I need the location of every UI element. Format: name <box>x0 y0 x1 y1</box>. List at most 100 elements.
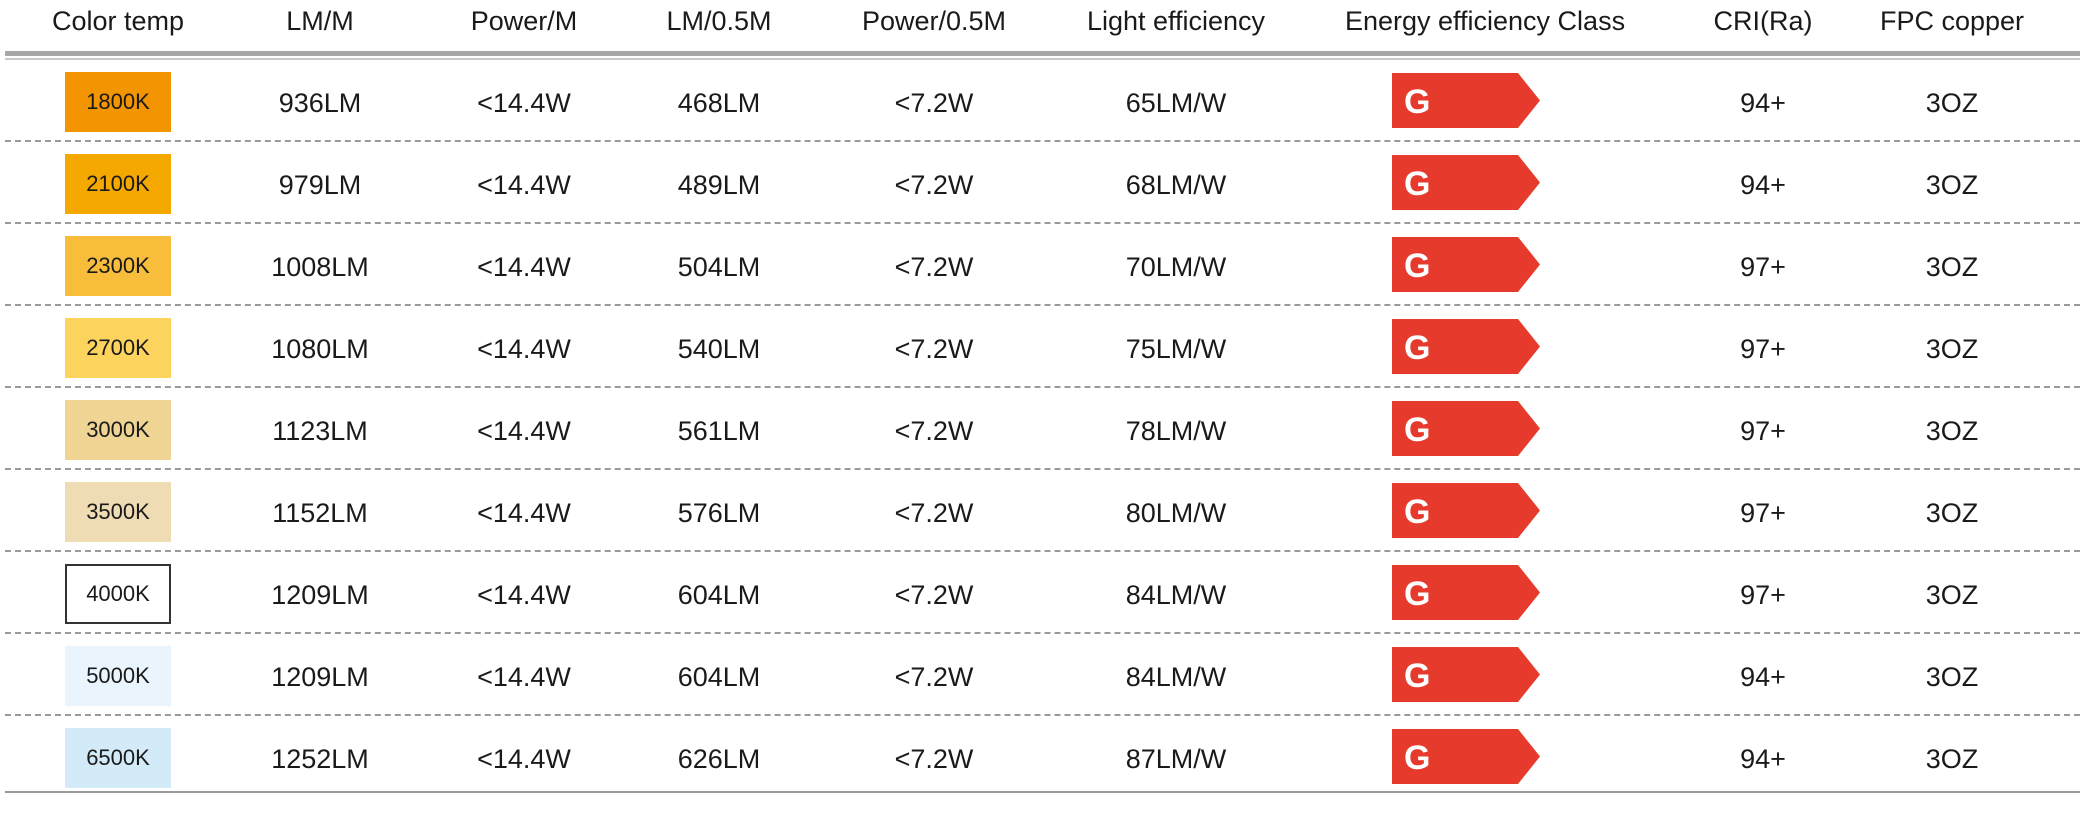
header-lm-per-m: LM/M <box>286 6 354 36</box>
energy-class-badge: G <box>1392 729 1540 784</box>
power-per-m-cell: <14.4W <box>477 744 571 774</box>
energy-class-badge: G <box>1392 565 1540 620</box>
energy-class-letter: G <box>1404 83 1431 121</box>
color-temp-swatch: 1800K <box>65 72 171 132</box>
header-fpc-copper: FPC copper <box>1879 6 2025 36</box>
color-temp-swatch: 3000K <box>65 400 171 460</box>
header-rule <box>5 51 2080 56</box>
energy-class-badge: G <box>1392 647 1540 702</box>
color-temp-swatch: 6500K <box>65 728 171 788</box>
light-efficiency-cell: 70LM/W <box>1125 252 1227 282</box>
cri-cell: 97+ <box>1740 498 1786 528</box>
energy-arrow-icon <box>1392 565 1540 620</box>
power-per-m-cell: <14.4W <box>477 498 571 528</box>
energy-class-letter: G <box>1404 411 1431 449</box>
energy-class-badge: G <box>1392 73 1540 128</box>
power-per-half-m-cell: <7.2W <box>894 416 974 446</box>
lm-per-half-m-cell: 604LM <box>677 580 761 610</box>
cri-cell: 97+ <box>1740 334 1786 364</box>
lm-per-m-cell: 1008LM <box>271 252 369 282</box>
light-efficiency-cell: 84LM/W <box>1125 662 1227 692</box>
light-efficiency-cell: 87LM/W <box>1125 744 1227 774</box>
header-color-temp: Color temp <box>51 6 185 36</box>
cri-cell: 97+ <box>1740 416 1786 446</box>
power-per-half-m-cell: <7.2W <box>894 662 974 692</box>
lm-per-m-cell: 1152LM <box>272 498 368 528</box>
power-per-half-m-cell: <7.2W <box>894 252 974 282</box>
table-row: 6500K 1252LM <14.4W 626LM <7.2W 87LM/W 94+ 3OZ G <box>0 716 2080 798</box>
lm-per-half-m-cell: 604LM <box>677 662 761 692</box>
lm-per-m-cell: 1209LM <box>271 662 369 692</box>
energy-arrow-icon <box>1392 237 1540 292</box>
energy-class-badge: G <box>1392 155 1540 210</box>
lm-per-half-m-cell: 504LM <box>677 252 761 282</box>
cri-cell: 94+ <box>1740 744 1786 774</box>
power-per-half-m-cell: <7.2W <box>894 88 974 118</box>
light-efficiency-cell: 65LM/W <box>1125 88 1227 118</box>
energy-arrow-icon <box>1392 729 1540 784</box>
energy-class-badge: G <box>1392 319 1540 374</box>
header-cri: CRI(Ra) <box>1713 6 1813 36</box>
header-lm-per-half-m: LM/0.5M <box>666 6 772 36</box>
row-divider <box>5 304 2080 306</box>
color-temp-swatch: 3500K <box>65 482 171 542</box>
row-divider <box>5 550 2080 552</box>
row-divider <box>5 468 2080 470</box>
header-energy-class: Energy efficiency Class <box>1344 6 1626 36</box>
color-temp-swatch: 5000K <box>65 646 171 706</box>
table-row: 2300K 1008LM <14.4W 504LM <7.2W 70LM/W 97+ 3OZ G <box>0 224 2080 306</box>
lm-per-m-cell: 1252LM <box>271 744 369 774</box>
table-row: 1800K 936LM <14.4W 468LM <7.2W 65LM/W 94+ 3OZ G <box>0 60 2080 142</box>
power-per-half-m-cell: <7.2W <box>894 744 974 774</box>
power-per-half-m-cell: <7.2W <box>894 334 974 364</box>
energy-class-badge: G <box>1392 237 1540 292</box>
fpc-copper-cell: 3OZ <box>1925 170 1979 200</box>
fpc-copper-cell: 3OZ <box>1925 744 1979 774</box>
row-divider <box>5 222 2080 224</box>
energy-class-letter: G <box>1404 329 1431 367</box>
light-efficiency-cell: 78LM/W <box>1125 416 1227 446</box>
table-row: 3000K 1123LM <14.4W 561LM <7.2W 78LM/W 97+ 3OZ G <box>0 388 2080 470</box>
energy-class-letter: G <box>1404 657 1431 695</box>
fpc-copper-cell: 3OZ <box>1925 662 1979 692</box>
energy-class-badge: G <box>1392 483 1540 538</box>
cri-cell: 94+ <box>1740 88 1786 118</box>
light-efficiency-cell: 75LM/W <box>1125 334 1227 364</box>
row-divider <box>5 632 2080 634</box>
fpc-copper-cell: 3OZ <box>1925 334 1979 364</box>
fpc-copper-cell: 3OZ <box>1925 416 1979 446</box>
table-header: Color temp LM/M Power/M LM/0.5M Power/0.… <box>0 0 2080 48</box>
lm-per-m-cell: 1209LM <box>271 580 369 610</box>
energy-arrow-icon <box>1392 319 1540 374</box>
row-divider <box>5 386 2080 388</box>
power-per-m-cell: <14.4W <box>477 170 571 200</box>
header-rule-thin <box>5 58 2080 60</box>
lm-per-half-m-cell: 626LM <box>677 744 761 774</box>
power-per-half-m-cell: <7.2W <box>894 498 974 528</box>
power-per-half-m-cell: <7.2W <box>894 170 974 200</box>
power-per-m-cell: <14.4W <box>477 334 571 364</box>
power-per-m-cell: <14.4W <box>477 662 571 692</box>
power-per-m-cell: <14.4W <box>477 416 571 446</box>
lm-per-half-m-cell: 468LM <box>677 88 761 118</box>
cri-cell: 94+ <box>1740 170 1786 200</box>
cri-cell: 97+ <box>1740 580 1786 610</box>
light-efficiency-cell: 80LM/W <box>1125 498 1227 528</box>
lm-per-half-m-cell: 576LM <box>677 498 761 528</box>
lm-per-half-m-cell: 561LM <box>677 416 761 446</box>
energy-arrow-icon <box>1392 73 1540 128</box>
table-row: 5000K 1209LM <14.4W 604LM <7.2W 84LM/W 94+ 3OZ G <box>0 634 2080 716</box>
energy-class-badge: G <box>1392 401 1540 456</box>
fpc-copper-cell: 3OZ <box>1925 580 1979 610</box>
energy-class-letter: G <box>1404 165 1431 203</box>
fpc-copper-cell: 3OZ <box>1925 498 1979 528</box>
color-temp-swatch: 4000K <box>65 564 171 624</box>
header-light-efficiency: Light efficiency <box>1086 6 1266 36</box>
power-per-m-cell: <14.4W <box>477 88 571 118</box>
energy-class-letter: G <box>1404 575 1431 613</box>
lm-per-m-cell: 1123LM <box>272 416 368 446</box>
header-power-per-half-m: Power/0.5M <box>861 6 1007 36</box>
color-temp-swatch: 2700K <box>65 318 171 378</box>
power-per-half-m-cell: <7.2W <box>894 580 974 610</box>
lm-per-half-m-cell: 540LM <box>677 334 761 364</box>
